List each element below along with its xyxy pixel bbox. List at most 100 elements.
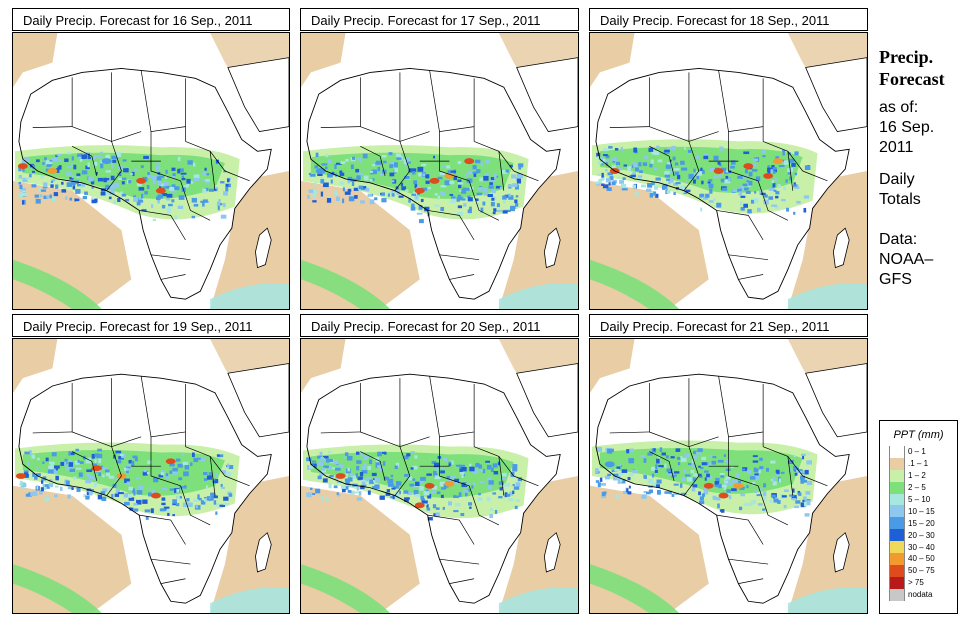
- rain-cell: [225, 471, 232, 477]
- rain-cell: [737, 188, 742, 192]
- rain-cell: [794, 472, 798, 476]
- rain-cell: [372, 164, 376, 167]
- rain-cell: [619, 463, 622, 467]
- rain-cell: [763, 483, 767, 488]
- legend-label: 0 – 1: [908, 447, 926, 457]
- rain-cell: [65, 172, 72, 177]
- rain-cell: [759, 190, 764, 195]
- rain-band: [13, 259, 102, 309]
- rain-cell: [68, 451, 71, 456]
- rain-cell: [473, 172, 477, 177]
- rain-cell: [671, 493, 675, 497]
- rain-cell: [131, 488, 135, 492]
- rain-cell: [161, 487, 167, 491]
- rain-cell: [491, 197, 495, 201]
- rain-cell: [152, 218, 156, 221]
- rain-cell: [721, 484, 728, 488]
- rain-cell: [333, 460, 339, 465]
- rain-cell: [84, 191, 88, 195]
- rain-cell: [111, 155, 118, 160]
- rain-cell: [71, 163, 74, 166]
- rain-cell: [751, 163, 757, 167]
- rain-cell: [478, 492, 481, 496]
- rain-cell: [629, 448, 634, 453]
- rain-cell: [770, 478, 774, 482]
- rain-cell: [475, 198, 479, 201]
- heavy-rain-cell: [444, 172, 455, 179]
- rain-cell: [18, 174, 23, 179]
- rain-cell: [75, 448, 79, 452]
- rain-cell: [785, 179, 788, 183]
- rain-cell: [333, 485, 338, 489]
- rain-cell: [699, 475, 703, 478]
- rain-cell: [61, 189, 67, 193]
- rain-cell: [783, 160, 789, 165]
- rain-cell: [803, 496, 807, 501]
- rain-cell: [100, 163, 104, 169]
- rain-cell: [85, 165, 90, 170]
- rain-cell: [675, 448, 681, 452]
- legend-label: 10 – 15: [908, 506, 935, 516]
- asof-date: 16 Sep.: [879, 119, 935, 136]
- rain-cell: [487, 193, 493, 198]
- rain-cell: [465, 173, 468, 177]
- country-border: [498, 151, 505, 191]
- rain-cell: [169, 463, 175, 467]
- rain-cell: [226, 178, 230, 183]
- rain-cell: [171, 184, 176, 190]
- rain-cell: [128, 180, 132, 184]
- rain-cell: [670, 456, 675, 459]
- rain-cell: [667, 162, 672, 167]
- rain-cell: [389, 164, 394, 169]
- rain-cell: [669, 177, 674, 183]
- rain-cell: [134, 456, 138, 462]
- rain-cell: [601, 172, 604, 178]
- rain-cell: [802, 454, 805, 460]
- rain-cell: [18, 166, 22, 172]
- rain-cell: [88, 490, 94, 494]
- rain-cell: [133, 197, 138, 202]
- rain-cell: [645, 188, 652, 192]
- rain-cell: [483, 175, 489, 181]
- arabian-peninsula: [516, 363, 578, 438]
- rain-cell: [509, 491, 514, 496]
- rain-cell: [314, 182, 317, 187]
- rain-cell: [142, 499, 148, 504]
- rain-cell: [773, 189, 777, 192]
- rain-cell: [168, 203, 173, 207]
- rain-cell: [112, 483, 117, 488]
- rain-cell: [172, 499, 177, 504]
- country-border: [649, 146, 675, 177]
- rain-cell: [501, 169, 508, 174]
- legend-swatch: [889, 541, 905, 554]
- rain-cell: [128, 486, 133, 491]
- rain-cell: [405, 157, 411, 162]
- rain-cell: [700, 170, 705, 174]
- rain-cell: [193, 457, 199, 463]
- legend-swatch: [889, 564, 905, 577]
- rain-cell: [461, 198, 466, 201]
- rain-cell: [71, 487, 74, 490]
- rain-cell: [787, 171, 791, 175]
- rain-cell: [770, 169, 774, 173]
- rain-cell: [102, 488, 108, 492]
- rain-cell: [500, 477, 507, 481]
- rain-cell: [607, 172, 613, 176]
- panel-title: Daily Precip. Forecast for 21 Sep., 2011: [589, 314, 868, 337]
- rain-cell: [762, 508, 766, 511]
- rain-cell: [514, 505, 518, 510]
- rain-cell: [136, 499, 142, 505]
- rain-cell: [64, 458, 68, 464]
- rain-cell: [80, 182, 86, 187]
- rain-cell: [485, 460, 491, 463]
- rain-cell: [340, 161, 346, 165]
- rain-cell: [637, 175, 643, 178]
- rain-cell: [699, 500, 705, 505]
- rain-cell: [726, 489, 731, 493]
- rain-cell: [754, 473, 759, 476]
- rain-cell: [800, 479, 804, 484]
- rain-cell: [422, 500, 428, 504]
- legend-swatch: [889, 469, 905, 482]
- rain-cell: [493, 208, 497, 212]
- rain-cell: [90, 179, 95, 185]
